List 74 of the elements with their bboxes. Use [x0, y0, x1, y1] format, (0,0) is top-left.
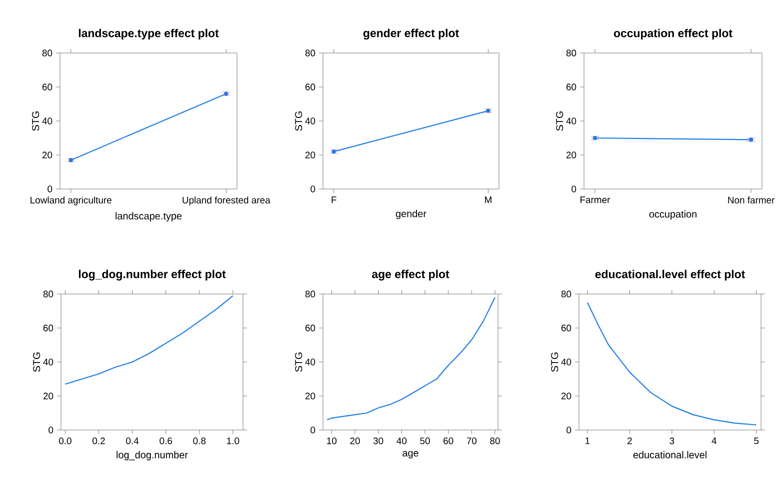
y-tick-label: 20	[43, 392, 54, 400]
y-tick-label: 80	[305, 290, 316, 298]
y-tick-label: 0	[310, 426, 316, 434]
y-tick-label: 20	[561, 392, 572, 400]
x-tick-label: M	[485, 196, 492, 204]
x-tick-label: 4	[712, 438, 716, 444]
y-tick-label: 80	[566, 50, 576, 56]
y-tick-label: 80	[43, 290, 54, 298]
x-tick-label: 20	[350, 438, 360, 444]
x-tick-label: 1.0	[227, 438, 240, 444]
y-tick-label: 40	[42, 118, 52, 124]
x-tick-label: 50	[420, 438, 430, 444]
y-tick-label: 60	[43, 324, 54, 332]
x-axis-title: gender	[396, 210, 426, 220]
y-tick-label: 0	[310, 186, 316, 192]
chart-title: occupation effect plot	[614, 28, 732, 40]
y-tick-label: 80	[305, 50, 316, 56]
x-tick-label: 0.6	[160, 438, 172, 444]
x-axis-title: landscape.type	[116, 212, 182, 222]
x-axis-title: educational.level	[633, 451, 706, 458]
y-tick-label: 0	[48, 186, 52, 192]
x-tick-label: Lowland agriculture	[30, 196, 112, 206]
x-tick-label: 0.4	[126, 438, 139, 444]
y-tick-label: 40	[561, 358, 572, 366]
y-tick-label: 60	[566, 84, 576, 90]
x-tick-label: 1	[586, 438, 590, 444]
line-series	[586, 302, 757, 426]
chart-title: age effect plot	[372, 270, 450, 280]
y-axis-title: STG	[295, 352, 302, 372]
x-tick-label: 0.2	[92, 438, 105, 444]
y-tick-label: 60	[561, 324, 572, 332]
y-tick-label: 20	[305, 152, 316, 158]
chart-title: log_dog.number effect plot	[78, 270, 226, 280]
x-tick-label: 60	[444, 438, 454, 444]
y-tick-label: 0	[572, 186, 576, 192]
y-tick-label: 60	[305, 84, 316, 90]
x-tick-label: 0.0	[59, 438, 72, 444]
x-tick-label: 10	[327, 438, 337, 444]
y-tick-label: 40	[305, 358, 316, 366]
y-tick-label: 0	[566, 426, 572, 434]
chart-title: landscape.type effect plot	[78, 28, 219, 40]
chart-title: gender effect plot	[363, 28, 459, 40]
y-axis-title: STG	[32, 111, 40, 131]
x-tick-label: Upland forested area	[182, 196, 270, 206]
x-tick-label: 70	[466, 438, 477, 444]
y-tick-label: 20	[42, 152, 52, 158]
y-tick-label: 0	[48, 426, 54, 434]
x-tick-label: Non farmer	[728, 196, 775, 204]
y-tick-label: 80	[561, 290, 572, 298]
y-tick-label: 40	[305, 118, 316, 124]
chart-title: educational.level effect plot	[595, 270, 745, 280]
x-tick-label: 40	[396, 438, 407, 444]
y-tick-label: 40	[566, 118, 576, 124]
x-tick-label: 30	[373, 438, 384, 444]
y-axis-title: STG	[33, 352, 40, 372]
y-tick-label: 20	[566, 152, 576, 158]
x-tick-label: 3	[670, 438, 674, 444]
x-axis-title: age	[402, 451, 418, 458]
y-axis-title: STG	[295, 111, 302, 131]
y-tick-label: 80	[42, 50, 52, 56]
x-axis-title: log_dog.number	[116, 451, 188, 460]
y-axis-title: STG	[551, 352, 558, 372]
x-tick-label: F	[332, 196, 336, 204]
y-tick-label: 20	[305, 392, 316, 400]
x-tick-label: 80	[490, 438, 500, 444]
x-tick-label: Farmer	[580, 196, 610, 204]
x-tick-label: 0.8	[193, 438, 206, 444]
y-tick-label: 60	[42, 84, 52, 90]
y-tick-label: 60	[305, 324, 316, 332]
x-tick-label: 2	[628, 438, 632, 444]
x-tick-label: 5	[754, 438, 759, 444]
y-tick-label: 40	[43, 358, 54, 366]
y-axis-title: STG	[556, 111, 564, 131]
x-axis-title: occupation	[649, 210, 696, 220]
